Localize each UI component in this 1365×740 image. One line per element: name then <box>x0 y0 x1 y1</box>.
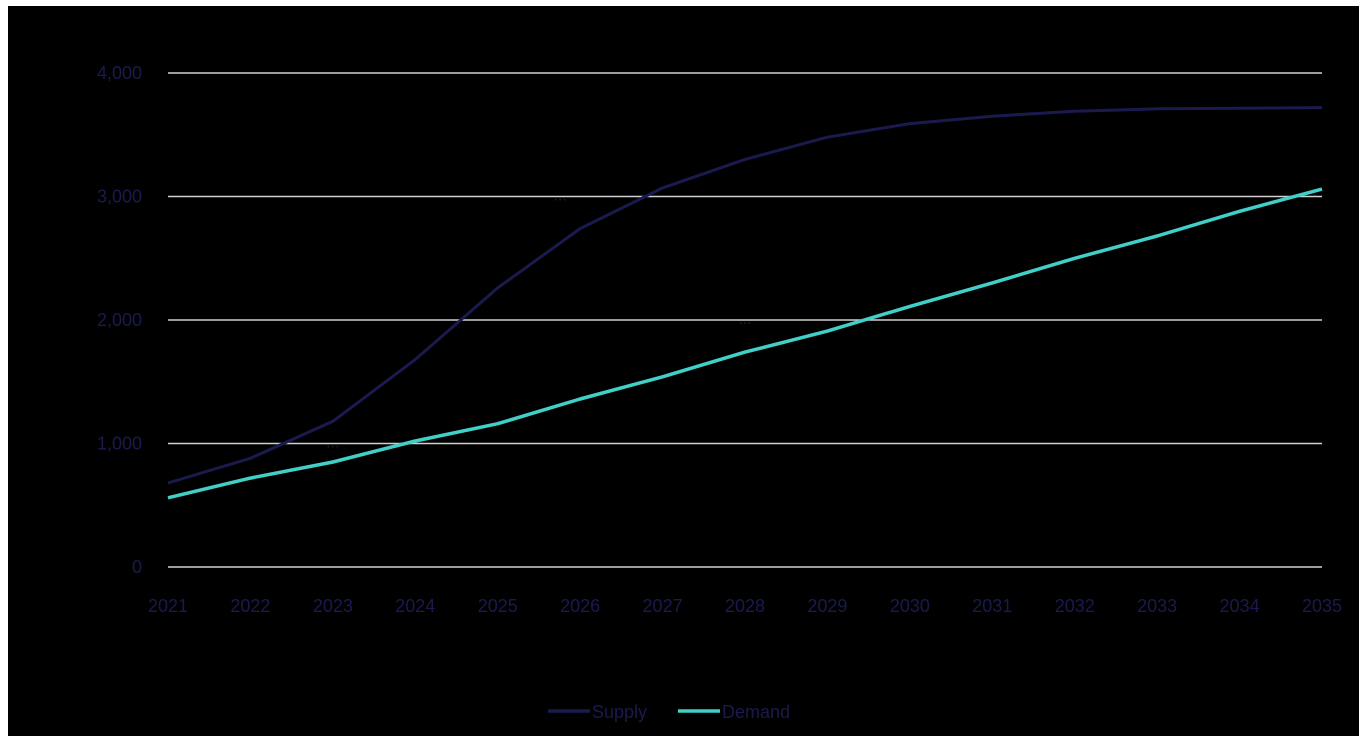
legend[interactable]: Supply Demand <box>548 702 790 722</box>
annotation-label: ... <box>326 435 339 452</box>
y-axis: 0 1,000 2,000 3,000 4,000 <box>97 63 142 577</box>
y-tick-label: 4,000 <box>97 63 142 83</box>
x-tick-label: 2031 <box>972 596 1012 616</box>
y-tick-label: 2,000 <box>97 310 142 330</box>
x-tick-label: 2026 <box>560 596 600 616</box>
x-tick-label: 2029 <box>807 596 847 616</box>
y-tick-label: 0 <box>132 557 142 577</box>
x-tick-label: 2024 <box>395 596 435 616</box>
x-tick-label: 2032 <box>1055 596 1095 616</box>
x-tick-label: 2021 <box>148 596 188 616</box>
x-tick-label: 2033 <box>1137 596 1177 616</box>
annotation-label: ... <box>553 188 566 205</box>
y-tick-label: 3,000 <box>97 187 142 207</box>
x-tick-label: 2027 <box>643 596 683 616</box>
series-layer <box>167 106 1323 500</box>
x-tick-label: 2035 <box>1302 596 1342 616</box>
annotation-label: ... <box>738 311 751 328</box>
series-line-supply <box>167 106 1323 485</box>
grid-layer <box>168 72 1322 568</box>
series-line-demand <box>167 187 1323 500</box>
x-tick-label: 2023 <box>313 596 353 616</box>
x-tick-label: 2025 <box>478 596 518 616</box>
annotation-layer: ......... <box>326 188 751 452</box>
x-tick-label: 2030 <box>890 596 930 616</box>
legend-label-demand[interactable]: Demand <box>722 702 790 722</box>
legend-label-supply[interactable]: Supply <box>592 702 647 722</box>
y-tick-label: 1,000 <box>97 434 142 454</box>
x-tick-label: 2022 <box>230 596 270 616</box>
x-axis: 2021 2022 2023 2024 2025 2026 2027 2028 2029 2030… <box>148 596 1342 616</box>
x-tick-label: 2028 <box>725 596 765 616</box>
x-tick-label: 2034 <box>1220 596 1260 616</box>
